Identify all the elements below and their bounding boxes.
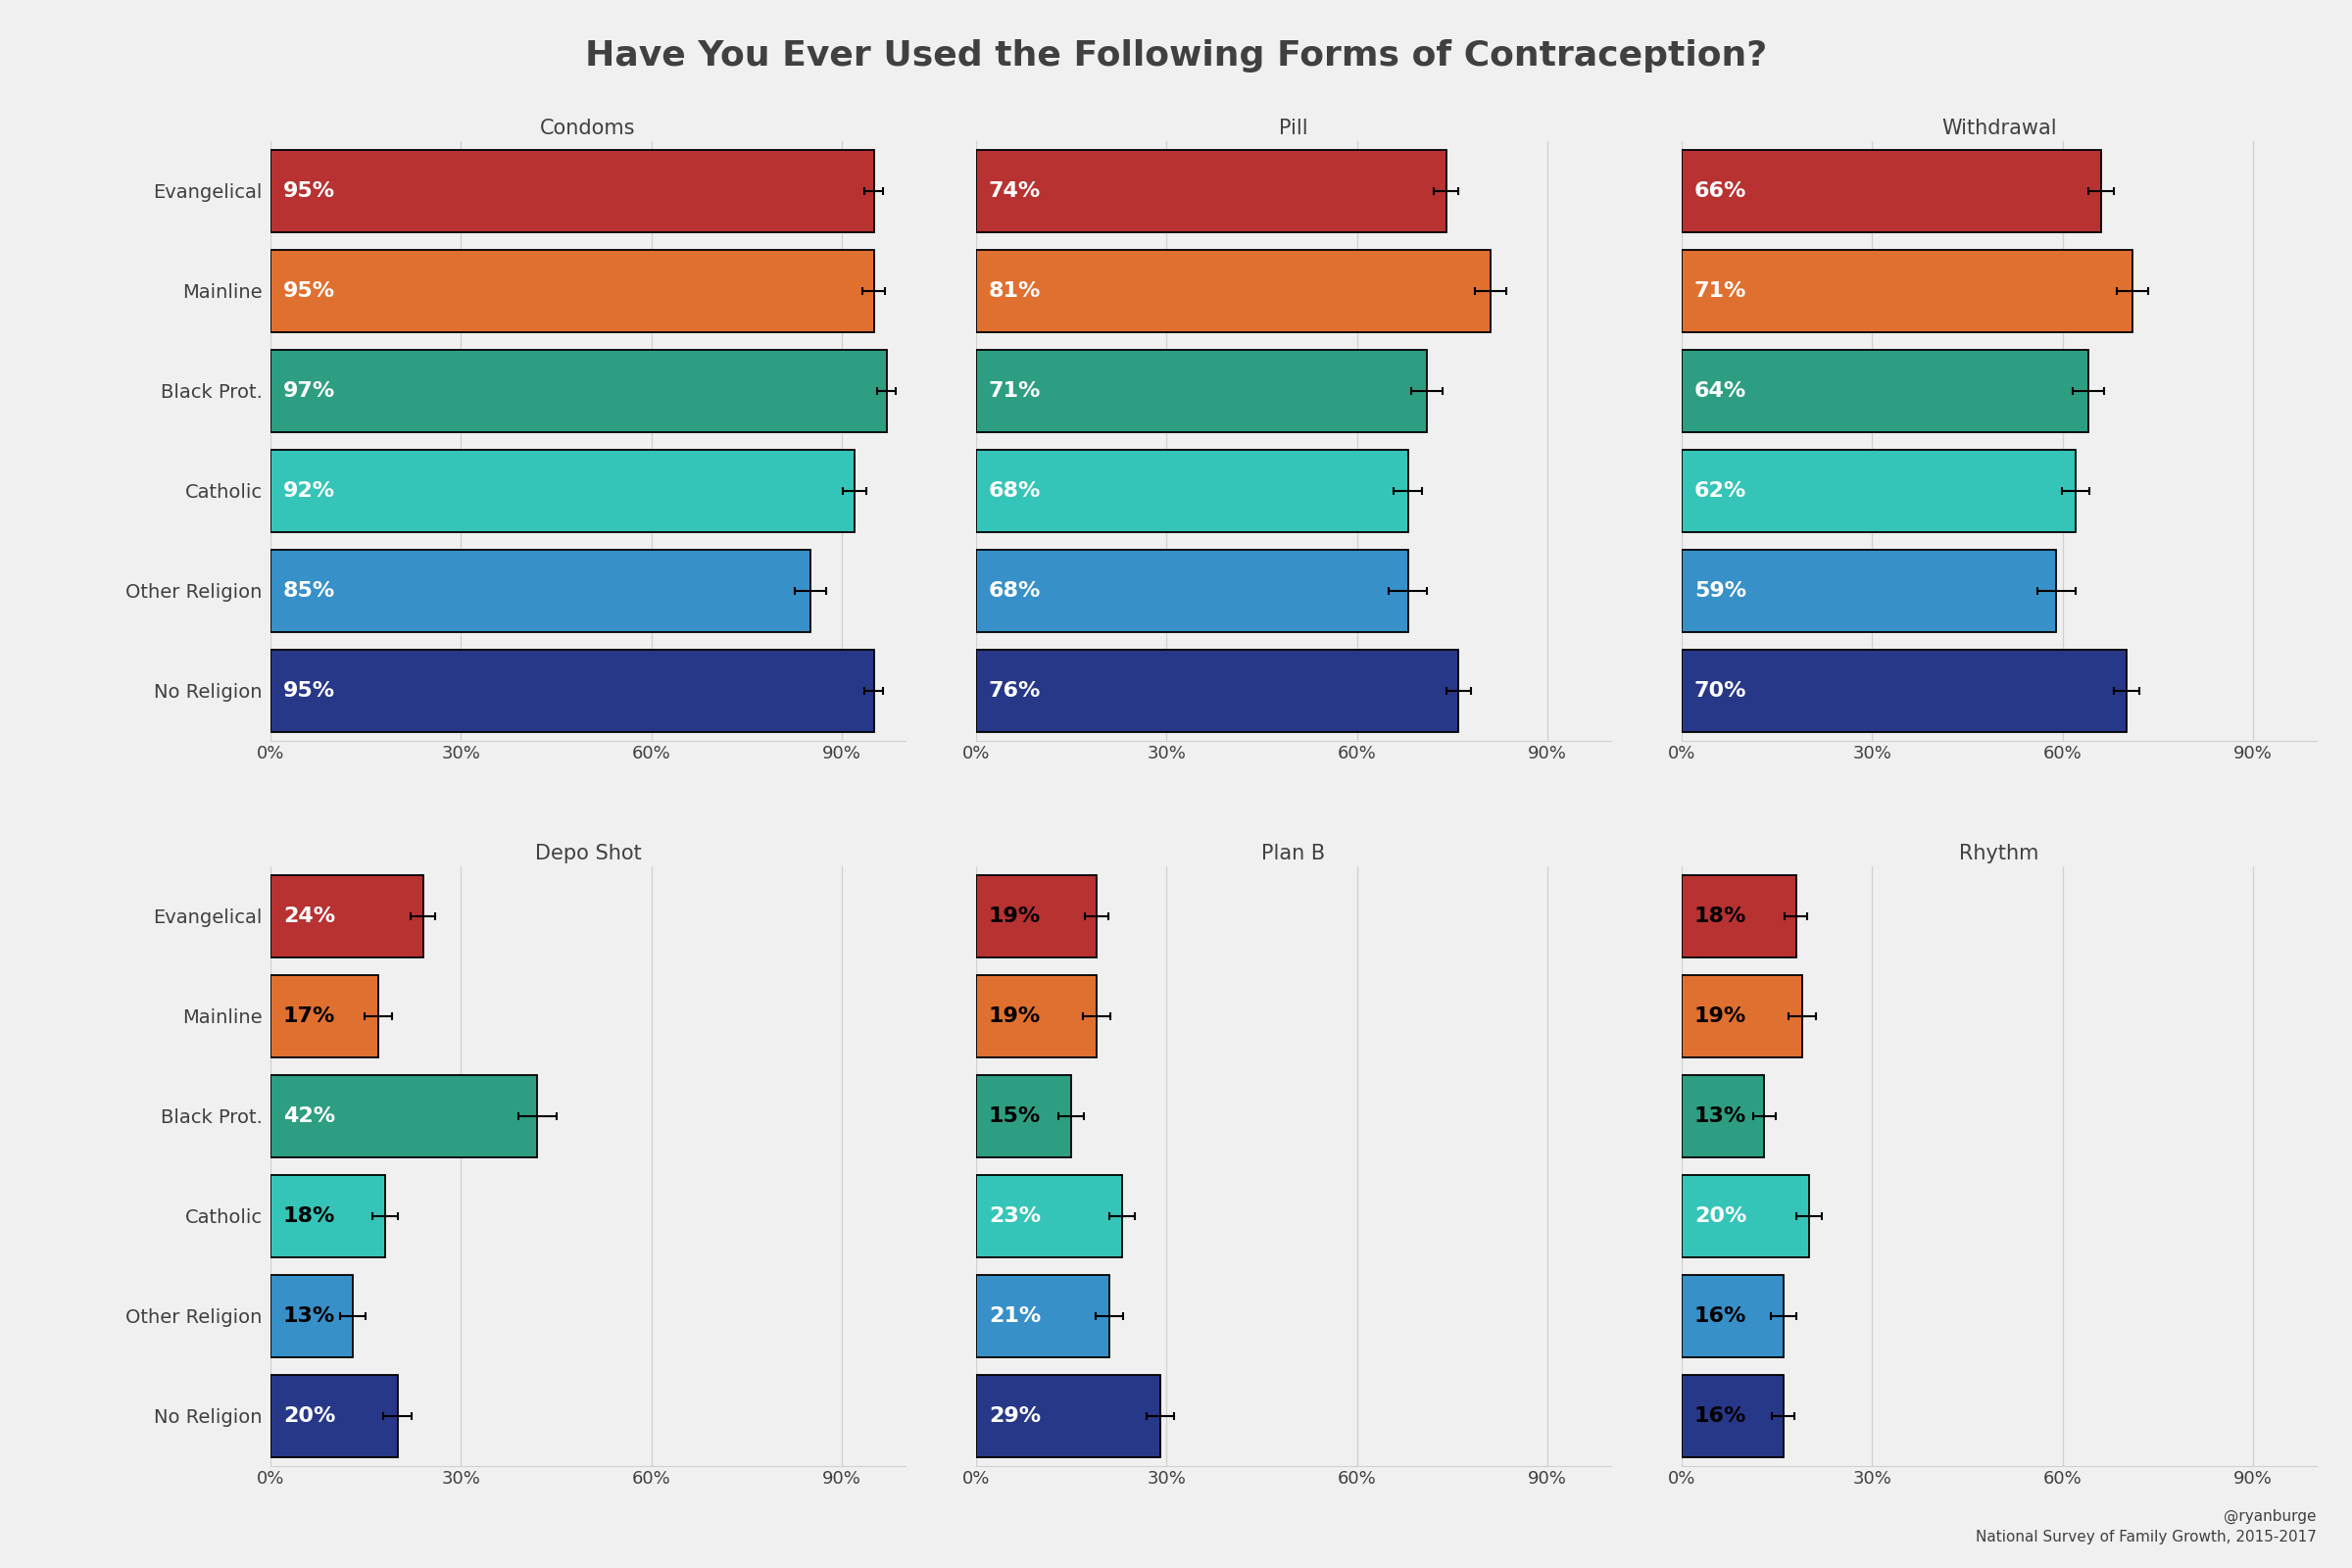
- Text: 20%: 20%: [282, 1406, 336, 1425]
- Bar: [1682, 550, 2056, 632]
- Title: Depo Shot: Depo Shot: [534, 844, 642, 864]
- Bar: [976, 450, 1409, 532]
- Bar: [270, 1375, 397, 1457]
- Bar: [270, 649, 875, 732]
- Bar: [270, 450, 854, 532]
- Text: 29%: 29%: [988, 1406, 1042, 1425]
- Bar: [976, 875, 1096, 958]
- Text: 15%: 15%: [988, 1107, 1042, 1126]
- Title: Rhythm: Rhythm: [1959, 844, 2039, 864]
- Text: 85%: 85%: [282, 582, 336, 601]
- Text: 81%: 81%: [988, 281, 1042, 301]
- Bar: [1682, 1275, 1783, 1358]
- Text: @ryanburge
National Survey of Family Growth, 2015-2017: @ryanburge National Survey of Family Gro…: [1976, 1508, 2317, 1544]
- Text: 42%: 42%: [282, 1107, 336, 1126]
- Text: Have You Ever Used the Following Forms of Contraception?: Have You Ever Used the Following Forms o…: [586, 39, 1766, 72]
- Text: 95%: 95%: [282, 681, 336, 701]
- Text: 18%: 18%: [282, 1206, 336, 1226]
- Text: 18%: 18%: [1693, 906, 1748, 927]
- Bar: [976, 249, 1491, 332]
- Text: 95%: 95%: [282, 182, 336, 201]
- Bar: [976, 649, 1458, 732]
- Text: 13%: 13%: [1693, 1107, 1748, 1126]
- Text: 59%: 59%: [1693, 582, 1748, 601]
- Text: 70%: 70%: [1693, 681, 1748, 701]
- Text: 16%: 16%: [1693, 1406, 1748, 1425]
- Text: 76%: 76%: [988, 681, 1042, 701]
- Bar: [270, 1275, 353, 1358]
- Bar: [976, 350, 1428, 433]
- Bar: [1682, 975, 1802, 1057]
- Text: 19%: 19%: [1693, 1007, 1748, 1025]
- Text: 23%: 23%: [988, 1206, 1042, 1226]
- Text: 71%: 71%: [988, 381, 1042, 401]
- Text: 16%: 16%: [1693, 1306, 1748, 1327]
- Text: 19%: 19%: [988, 1007, 1042, 1025]
- Text: 24%: 24%: [282, 906, 336, 927]
- Bar: [1682, 1076, 1764, 1157]
- Text: 62%: 62%: [1693, 481, 1748, 500]
- Bar: [270, 550, 809, 632]
- Bar: [1682, 249, 2133, 332]
- Bar: [1682, 875, 1797, 958]
- Bar: [270, 975, 379, 1057]
- Text: 66%: 66%: [1693, 182, 1748, 201]
- Bar: [270, 1174, 386, 1258]
- Bar: [1682, 350, 2089, 433]
- Text: 20%: 20%: [1693, 1206, 1748, 1226]
- Bar: [270, 151, 875, 232]
- Bar: [1682, 649, 2126, 732]
- Text: 13%: 13%: [282, 1306, 336, 1327]
- Text: 97%: 97%: [282, 381, 336, 401]
- Title: Condoms: Condoms: [541, 119, 635, 138]
- Bar: [976, 550, 1409, 632]
- Bar: [270, 249, 875, 332]
- Bar: [976, 1275, 1110, 1358]
- Bar: [976, 151, 1446, 232]
- Bar: [270, 1076, 536, 1157]
- Text: 68%: 68%: [988, 481, 1042, 500]
- Bar: [1682, 151, 2100, 232]
- Bar: [1682, 1375, 1783, 1457]
- Text: 74%: 74%: [988, 182, 1042, 201]
- Text: 92%: 92%: [282, 481, 336, 500]
- Text: 68%: 68%: [988, 582, 1042, 601]
- Bar: [1682, 1174, 1809, 1258]
- Title: Pill: Pill: [1279, 119, 1308, 138]
- Text: 64%: 64%: [1693, 381, 1748, 401]
- Text: 21%: 21%: [988, 1306, 1042, 1327]
- Title: Plan B: Plan B: [1261, 844, 1327, 864]
- Text: 95%: 95%: [282, 281, 336, 301]
- Bar: [270, 350, 887, 433]
- Title: Withdrawal: Withdrawal: [1940, 119, 2058, 138]
- Bar: [1682, 450, 2074, 532]
- Text: 19%: 19%: [988, 906, 1042, 927]
- Bar: [976, 1076, 1073, 1157]
- Bar: [976, 975, 1096, 1057]
- Bar: [270, 875, 423, 958]
- Bar: [976, 1174, 1122, 1258]
- Text: 71%: 71%: [1693, 281, 1748, 301]
- Text: 17%: 17%: [282, 1007, 336, 1025]
- Bar: [976, 1375, 1160, 1457]
